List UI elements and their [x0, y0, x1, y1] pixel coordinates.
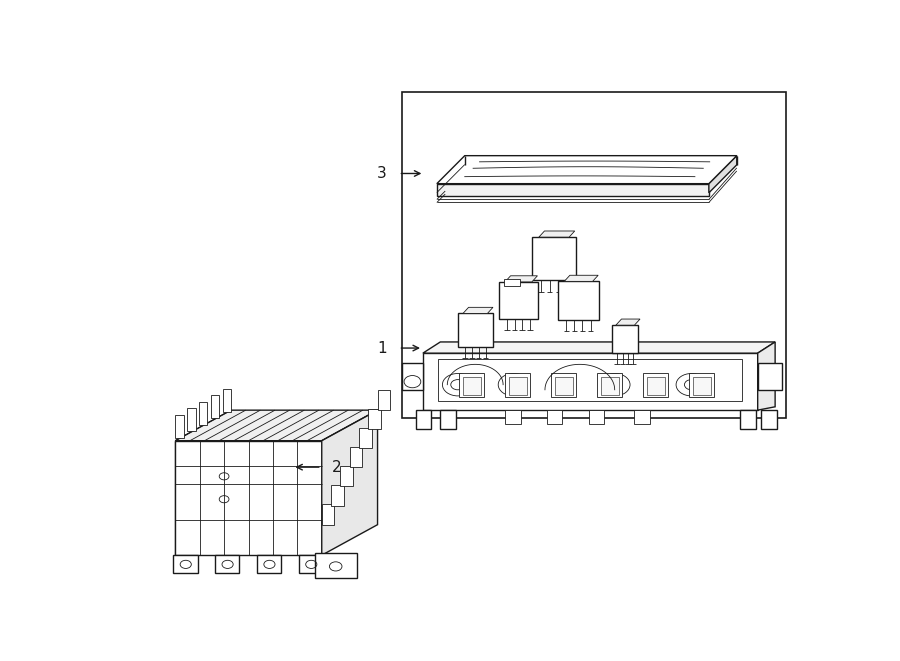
Polygon shape [505, 276, 537, 282]
Polygon shape [176, 414, 184, 438]
Polygon shape [402, 364, 423, 390]
Polygon shape [709, 156, 737, 193]
Polygon shape [689, 373, 715, 397]
Polygon shape [539, 231, 575, 237]
Polygon shape [176, 441, 322, 555]
Polygon shape [368, 409, 381, 429]
Polygon shape [215, 555, 239, 573]
Polygon shape [508, 377, 526, 395]
Polygon shape [500, 282, 537, 319]
Polygon shape [340, 466, 353, 486]
Polygon shape [612, 325, 638, 353]
Polygon shape [558, 282, 598, 319]
Polygon shape [176, 410, 378, 441]
Circle shape [676, 373, 706, 396]
Polygon shape [315, 553, 356, 578]
Circle shape [599, 373, 630, 396]
Polygon shape [199, 402, 207, 424]
Polygon shape [693, 377, 711, 395]
Circle shape [443, 373, 473, 396]
Polygon shape [505, 279, 520, 286]
Polygon shape [463, 307, 493, 313]
Polygon shape [331, 485, 344, 506]
Polygon shape [761, 410, 777, 430]
Polygon shape [423, 353, 758, 410]
Polygon shape [299, 555, 323, 573]
Polygon shape [598, 373, 623, 397]
Polygon shape [505, 373, 530, 397]
Polygon shape [222, 389, 231, 412]
Polygon shape [458, 313, 492, 346]
Polygon shape [187, 408, 195, 431]
Polygon shape [176, 410, 231, 555]
Polygon shape [758, 364, 782, 390]
Polygon shape [359, 428, 372, 448]
Polygon shape [256, 555, 282, 573]
Polygon shape [644, 373, 669, 397]
Polygon shape [505, 410, 520, 424]
Polygon shape [551, 373, 576, 397]
Polygon shape [322, 410, 378, 555]
Polygon shape [533, 237, 576, 280]
Polygon shape [463, 377, 481, 395]
Polygon shape [601, 377, 619, 395]
Polygon shape [173, 555, 198, 573]
Polygon shape [378, 390, 390, 410]
Polygon shape [322, 504, 334, 525]
Polygon shape [459, 373, 484, 397]
Text: 2: 2 [332, 459, 342, 475]
Circle shape [499, 373, 529, 396]
Text: 3: 3 [377, 166, 387, 181]
Text: 1: 1 [377, 340, 387, 356]
Polygon shape [416, 410, 431, 430]
Polygon shape [564, 275, 598, 282]
Polygon shape [616, 319, 640, 325]
Polygon shape [349, 447, 362, 467]
Polygon shape [758, 342, 775, 410]
Polygon shape [402, 92, 786, 418]
Polygon shape [554, 377, 573, 395]
Polygon shape [740, 410, 756, 430]
Polygon shape [589, 410, 604, 424]
Polygon shape [440, 410, 455, 430]
Polygon shape [436, 156, 737, 184]
Polygon shape [436, 184, 709, 196]
Polygon shape [423, 342, 775, 353]
Polygon shape [647, 377, 665, 395]
Polygon shape [211, 395, 220, 418]
Polygon shape [634, 410, 650, 424]
Polygon shape [547, 410, 562, 424]
